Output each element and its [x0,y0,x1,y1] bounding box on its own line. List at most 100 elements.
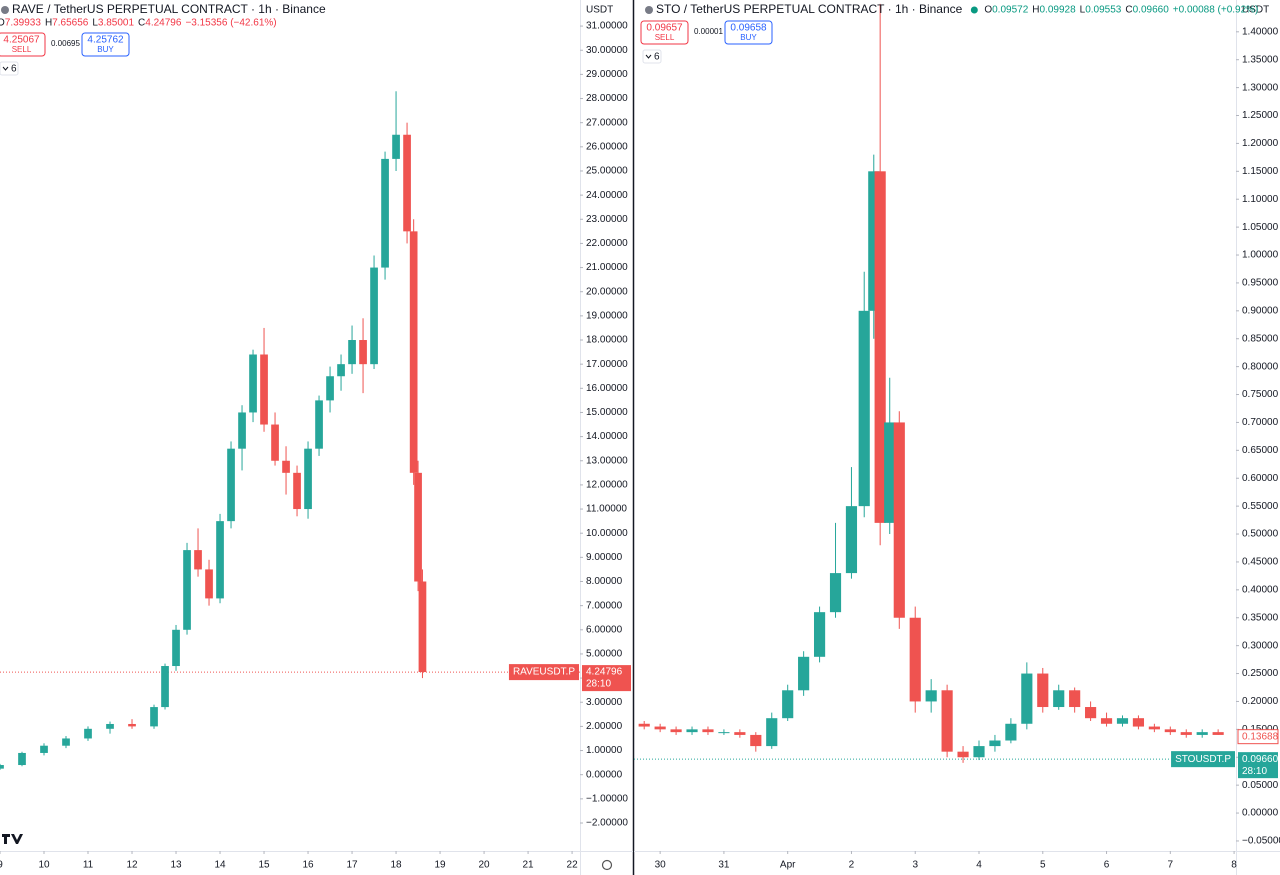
candle-body [893,422,905,618]
candle-body [381,158,389,268]
ohlc-key: H [1032,5,1039,16]
indicators-toggle[interactable] [642,49,662,64]
y-tick-label: 0.00000 [586,769,623,780]
x-tick-label: 7 [1168,860,1174,871]
indicators-toggle[interactable] [0,61,19,76]
candle-body [62,738,70,746]
candle-body [718,732,730,734]
y-tick-label: 27.00000 [586,117,628,128]
logo [2,834,23,844]
chart-title: STO / TetherUS PERPETUAL CONTRACT · 1h ·… [656,2,963,16]
candle-body [750,734,762,747]
marker-label-box [1237,729,1279,745]
candle-body [183,550,191,630]
symbol-icon [645,6,653,14]
symbol-label-box [1171,751,1235,768]
buy-button[interactable] [724,20,773,45]
x-tick-label: 22 [567,860,579,871]
x-tick-label: 15 [258,860,270,871]
price-label: 4.24796 [586,667,623,678]
buy-button[interactable] [81,32,130,57]
buy-label: BUY [97,45,114,54]
y-tick-label: 7.00000 [586,600,623,611]
y-tick-label: 0.00000 [1242,808,1279,819]
y-tick-label: 12.00000 [586,480,628,491]
y-tick-label: 30.00000 [586,45,628,56]
x-tick-label: Apr [780,860,796,871]
sell-button[interactable] [0,32,46,57]
ohlc-value: 0.09660 [1133,5,1170,16]
candle-body [1100,718,1113,724]
y-tick-label: −0.05000 [1242,836,1280,847]
candle-body [194,550,202,570]
y-tick-label: 8.00000 [586,576,623,587]
candle-body [884,422,896,523]
y-tick-label: 26.00000 [586,141,628,152]
candle-body [868,171,880,311]
candle-body [1116,718,1129,724]
y-tick-label: 19.00000 [586,311,628,322]
ohlc-value: 0.09572 [992,5,1029,16]
candle-body [638,723,650,727]
candle-body [161,666,169,708]
candle-body [326,376,334,401]
sell-button[interactable] [640,20,689,45]
x-tick-label: 17 [346,860,358,871]
chevron [645,54,652,59]
candle-body [909,617,921,702]
y-tick-label: 0.30000 [1242,640,1279,651]
candle-body [238,412,246,449]
candle-body [409,231,418,473]
candle-body [1053,690,1065,708]
candle-body [84,728,92,739]
symbol-label: RAVEUSDT.P [513,667,575,678]
candle-body [1005,723,1017,741]
marker-label: 0.13688 [1242,731,1279,742]
buy-price: 0.09658 [730,23,767,34]
ohlc-change: +0.00088 (+0.92%) [1173,5,1259,16]
x-tick-label: 13 [170,860,182,871]
y-tick-label: 29.00000 [586,69,628,80]
y-tick-label: 23.00000 [586,214,628,225]
sell-price: 4.25067 [3,35,40,46]
y-tick-label: 0.55000 [1242,501,1279,512]
y-tick-label: 1.10000 [1242,194,1279,205]
candle-body [271,424,279,461]
y-tick-label: 13.00000 [586,455,628,466]
x-tick-label: 10 [38,860,50,871]
candle-body [249,354,257,413]
candle-body [1196,732,1208,735]
symbol-label-box [508,664,579,681]
candle-body [227,448,235,522]
currency-label: USDT [1242,5,1269,16]
y-tick-label: 9.00000 [586,552,623,563]
candle-body [282,460,290,473]
y-tick-label: 6.00000 [586,624,623,635]
y-tick-label: 25.00000 [586,166,628,177]
candle-body [1132,718,1145,727]
ohlc-key: C [1125,5,1132,16]
ohlc-value: 0.09928 [1040,5,1077,16]
y-tick-label: −1.00000 [586,793,628,804]
y-tick-label: 2.00000 [586,721,623,732]
ohlc-key: O [0,18,5,29]
x-tick-label: 21 [523,860,535,871]
x-tick-label: 20 [479,860,491,871]
countdown-label: 28:10 [586,679,611,690]
candle-body [304,448,312,510]
y-tick-label: 0.05000 [1242,780,1279,791]
chevron [2,66,9,71]
candle-body [734,732,746,735]
y-tick-label: 0.80000 [1242,361,1279,372]
y-tick-label: 0.35000 [1242,612,1279,623]
candle-body [782,690,794,719]
price-label: 0.09660 [1242,754,1279,765]
candle-body [973,746,985,758]
candle-body [989,740,1001,747]
y-tick-label: 1.00000 [586,745,623,756]
settings-icon[interactable] [601,859,613,871]
candle-body [1180,732,1192,735]
ohlc-value: 0.09553 [1085,5,1122,16]
x-tick-label: 16 [302,860,314,871]
